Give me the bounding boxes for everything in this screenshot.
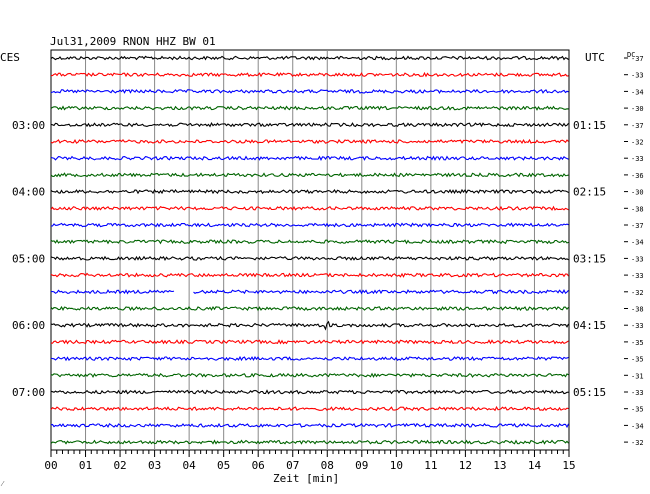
x-tick-label: 05 — [217, 459, 230, 472]
x-axis-label: Zeit [min] — [273, 472, 339, 485]
hour-label-right: 05:15 — [573, 386, 606, 399]
trace-row-9 — [50, 205, 569, 211]
x-tick-label: 14 — [528, 459, 542, 472]
x-tick-label: 15 — [562, 459, 575, 472]
trace-row-8 — [50, 188, 569, 195]
dc-offset-label: -33 — [631, 255, 644, 263]
dc-offset-label: -37 — [631, 55, 644, 63]
trace-row-3 — [50, 105, 569, 111]
dc-offset-label: -38 — [631, 205, 644, 213]
trace-row-22 — [50, 422, 569, 429]
x-tick-label: 00 — [44, 459, 57, 472]
dc-offset-label: -33 — [631, 272, 644, 280]
dc-offset-label: -35 — [631, 356, 644, 364]
trace-row-1 — [51, 71, 569, 78]
dc-offset-label: -30 — [631, 189, 644, 197]
trace-row-23 — [50, 439, 569, 445]
trace-row-19 — [50, 372, 569, 379]
dc-offset-label: -30 — [631, 105, 644, 113]
dc-offset-label: -34 — [631, 88, 644, 96]
dc-offset-label: -36 — [631, 172, 644, 180]
hour-label-right: 01:15 — [573, 119, 606, 132]
trace-row-15 — [50, 305, 569, 312]
dc-offset-label: -35 — [631, 339, 644, 347]
hour-label-left: 03:00 — [12, 119, 45, 132]
dc-offset-label: -34 — [631, 422, 644, 430]
x-tick-label: 10 — [390, 459, 403, 472]
dc-offset-label: -32 — [631, 139, 644, 147]
dc-label: DC — [627, 51, 635, 59]
dc-offset-label: -33 — [631, 155, 644, 163]
hour-label-left: 04:00 — [12, 186, 45, 199]
dc-offset-label: -33 — [631, 389, 644, 397]
dc-offset-label: -33 — [631, 72, 644, 80]
x-tick-label: 13 — [493, 459, 506, 472]
hour-label-left: 07:00 — [12, 386, 45, 399]
left-axis-label: CES — [0, 51, 20, 64]
x-tick-label: 07 — [286, 459, 299, 472]
trace-row-21 — [50, 405, 569, 412]
dc-offset-label: -37 — [631, 122, 644, 130]
trace-row-4 — [50, 122, 569, 128]
right-axis-label: UTC — [585, 51, 605, 64]
x-tick-label: 12 — [459, 459, 472, 472]
x-tick-label: 02 — [113, 459, 126, 472]
plot-frame — [50, 49, 570, 451]
dc-offset-label: -33 — [631, 322, 644, 330]
dc-offset-label: -32 — [631, 289, 644, 297]
hour-label-right: 02:15 — [573, 186, 606, 199]
dc-offset-label: -35 — [631, 406, 644, 414]
seismic-traces — [50, 55, 569, 445]
hour-label-left: 05:00 — [12, 252, 45, 265]
trace-row-12 — [50, 255, 569, 262]
dc-offset-label: -38 — [631, 306, 644, 314]
hour-label-left: 06:00 — [12, 319, 45, 332]
trace-row-14 — [50, 289, 569, 295]
hour-label-right: 04:15 — [573, 319, 606, 332]
footer-mark: ⁄ — [0, 480, 5, 488]
x-tick-label: 03 — [148, 459, 161, 472]
trace-row-7 — [50, 172, 569, 178]
x-tick-label: 08 — [321, 459, 334, 472]
trace-row-2 — [50, 88, 569, 94]
x-tick-label: 04 — [183, 459, 197, 472]
trace-row-17 — [50, 339, 569, 345]
x-tick-label: 11 — [424, 459, 437, 472]
x-tick-label: 09 — [355, 459, 368, 472]
dc-offset-label: -34 — [631, 239, 644, 247]
trace-row-11 — [50, 239, 569, 245]
x-axis: 00 01 02 03 04 05 06 07 08 09 10 11 12 13 14 15 — [44, 450, 576, 472]
x-tick-label: 01 — [79, 459, 92, 472]
trace-row-18 — [50, 355, 569, 362]
dc-offset-label: -37 — [631, 222, 644, 230]
chart-title: Jul31,2009 RNON HHZ BW 01 — [50, 35, 216, 48]
trace-row-0 — [50, 55, 569, 61]
dc-offset-label: -32 — [631, 439, 644, 447]
trace-row-13 — [50, 272, 569, 278]
trace-row-5 — [50, 138, 569, 145]
trace-row-20 — [50, 389, 569, 395]
plot-grid — [50, 49, 570, 451]
hour-label-right: 03:15 — [573, 252, 606, 265]
trace-row-10 — [51, 222, 569, 228]
trace-row-16 — [50, 320, 569, 331]
trace-row-6 — [50, 155, 569, 162]
dc-offset-label: -31 — [631, 372, 644, 380]
row-labels: 03:00 04:00 05:00 06:00 07:00 01:15 02:15 03:15… — [12, 55, 644, 447]
x-tick-label: 06 — [252, 459, 265, 472]
